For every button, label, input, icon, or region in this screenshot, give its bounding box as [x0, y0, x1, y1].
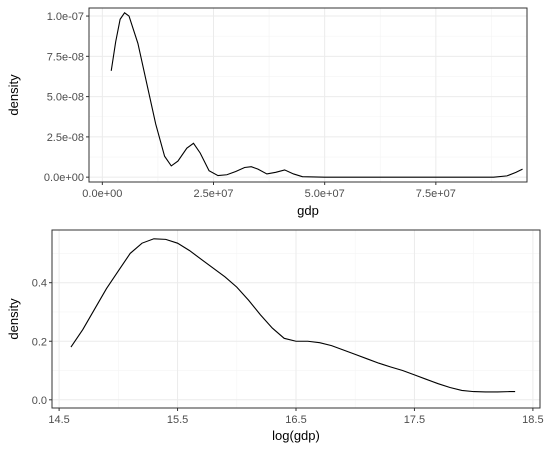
x-tick-label: 5.0e+07 — [305, 188, 345, 200]
y-tick-label: 1.0e-07 — [47, 11, 84, 23]
y-tick-label: 0.0e+00 — [44, 172, 84, 184]
panel-border — [88, 7, 528, 183]
gdp-density-panel: 0.0e+00 2.5e+07 5.0e+07 7.5e+07 0.0e+00 2.5e-… — [6, 7, 528, 218]
x-tick-label: 16.5 — [285, 414, 306, 426]
log-gdp-density-panel: 14.5 15.5 16.5 17.5 18.5 0.0 0.2 0.4 log(gdp) den… — [6, 229, 544, 443]
y-tick-label: 0.0 — [32, 395, 47, 407]
y-tick-label: 5.0e-08 — [47, 92, 84, 104]
density-line — [70, 238, 516, 393]
y-tick-label: 0.2 — [32, 336, 47, 348]
x-axis-title: gdp — [297, 203, 319, 218]
x-tick-label: 14.5 — [48, 414, 69, 426]
y-tick-label: 0.4 — [32, 278, 47, 290]
x-tick-label: 0.0e+00 — [82, 188, 122, 200]
y-axis-title: density — [6, 298, 21, 340]
x-tick-label: 18.5 — [522, 414, 543, 426]
x-tick-label: 17.5 — [404, 414, 425, 426]
density-line — [110, 12, 523, 178]
y-axis-title: density — [6, 74, 21, 116]
y-tick-label: 7.5e-08 — [47, 51, 84, 63]
x-tick-label: 15.5 — [167, 414, 188, 426]
x-tick-label: 7.5e+07 — [416, 188, 456, 200]
y-tick-label: 2.5e-08 — [47, 132, 84, 144]
x-tick-label: 2.5e+07 — [193, 188, 233, 200]
x-axis-title: log(gdp) — [272, 428, 320, 443]
